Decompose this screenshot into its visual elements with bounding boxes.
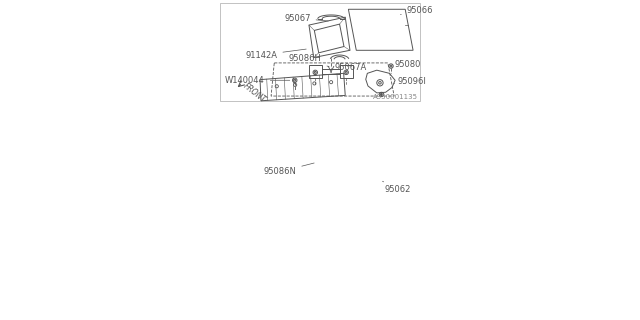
Text: A950001135: A950001135: [373, 94, 418, 100]
Text: 95067A: 95067A: [334, 63, 367, 72]
Text: W140044: W140044: [225, 76, 290, 85]
Text: 95062: 95062: [383, 181, 411, 194]
Text: 95066: 95066: [401, 6, 433, 15]
Text: FRONT: FRONT: [241, 81, 267, 104]
Text: 95080: 95080: [391, 60, 420, 69]
Text: 95086H: 95086H: [289, 54, 329, 67]
Text: 95086N: 95086N: [264, 163, 314, 176]
Text: 95067: 95067: [284, 14, 328, 23]
Circle shape: [381, 93, 383, 95]
Text: 91142A: 91142A: [245, 49, 306, 60]
Text: 95096I: 95096I: [394, 77, 426, 86]
